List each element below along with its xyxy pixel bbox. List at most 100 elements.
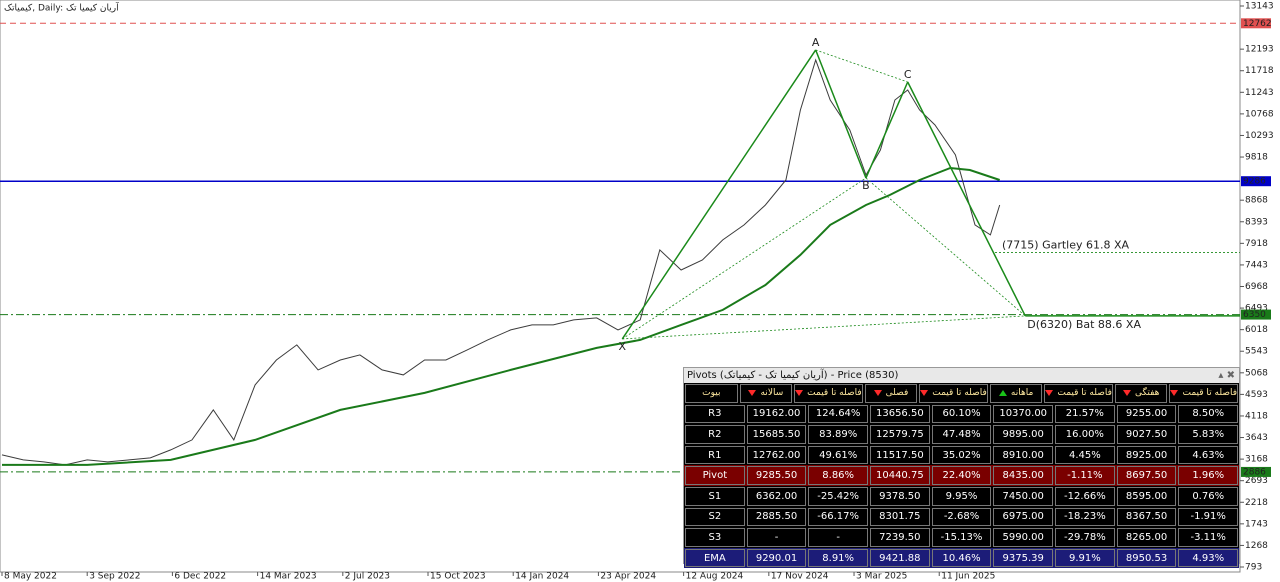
table-cell: 19162.00: [746, 404, 807, 424]
x-tick-label: 23 Apr 2024: [600, 572, 656, 582]
table-cell: 9285.50: [746, 466, 807, 485]
table-cell: -: [808, 528, 869, 547]
table-row: Pivot 9285.50 8.86% 10440.75 22.40% 8435.00 -1…: [684, 465, 1239, 486]
table-row: S3- -7239.50 -15.13% 5990.00 -29.78% 8265.00-…: [684, 527, 1239, 548]
header-text: فاصله تا قیمت: [1057, 388, 1112, 399]
x-tick-label: 6 Dec 2022: [174, 572, 226, 582]
panel-title-text: Pivots (آریان کیمیا تک - کیمیاتک) - Pric…: [687, 370, 899, 381]
table-cell: 9895.00: [993, 425, 1054, 444]
table-cell: -25.42%: [808, 486, 869, 506]
trend-arrow: [1122, 390, 1131, 397]
trend-arrow: [998, 390, 1007, 397]
y-tick-label: 10768: [1245, 109, 1274, 119]
table-row: EMA 9290.01 8.91% 9421.88 10.46% 9375.39 9.91%…: [684, 547, 1239, 569]
y-tick-label: 4118: [1245, 411, 1268, 421]
header-row: بیوت سالانه فاصله تا قیمت فصلی فاصله تا قیمت…: [684, 383, 1239, 404]
table-cell: R3: [685, 404, 745, 424]
table-cell: S3: [685, 528, 745, 547]
table-cell: -29.78%: [1055, 528, 1115, 547]
trend-arrow: [748, 390, 757, 397]
x-tick-label: 8 May 2022: [4, 572, 57, 582]
trend-arrow: [873, 390, 882, 397]
header-cell: فاصله تا قیمت: [919, 384, 988, 403]
table-cell: 9290.01: [746, 548, 807, 568]
table-cell: 8.50%: [1178, 404, 1239, 424]
table-row: R1 12762.00 49.61% 11517.50 35.02% 8910.00 4.4…: [684, 445, 1239, 466]
table-cell: 10440.75: [870, 466, 930, 485]
chart-title: کیمیاتک, Daily: آریان کیمیا تک: [4, 2, 119, 14]
y-tick-label: 4593: [1245, 390, 1268, 400]
x-tick-label: 3 Sep 2022: [89, 572, 140, 582]
y-tick-label: 3168: [1245, 455, 1268, 465]
x-tick-label: 11 Jun 2025: [941, 572, 995, 582]
table-cell: 4.63%: [1178, 445, 1239, 465]
table-cell: 4.45%: [1055, 445, 1115, 465]
header-cell: بیوت: [685, 384, 738, 403]
table-row: S2 2885.50 -66.17% 8301.75 -2.68% 6975.00 -18.…: [684, 507, 1239, 528]
table-cell: 49.61%: [808, 445, 869, 465]
table-cell: 9378.50: [870, 486, 930, 506]
level-tag: [1241, 466, 1271, 477]
gartley-label: (7715) Gartley 61.8 XA: [1002, 239, 1130, 252]
x-tick-label: 15 Oct 2023: [430, 572, 486, 582]
table-cell: -: [746, 528, 807, 547]
header-cell: فصلی: [864, 384, 918, 403]
table-cell: 4.93%: [1178, 548, 1239, 568]
header-cell: فاصله تا قیمت: [794, 384, 863, 403]
x-tick-label: 2 Jul 2023: [345, 572, 390, 582]
level-label: 6350: [1243, 310, 1266, 320]
header-text: فاصله تا قیمت: [932, 388, 987, 399]
y-tick-label: 1268: [1245, 541, 1268, 551]
pattern-label: B: [862, 179, 870, 192]
panel-controls[interactable]: ▴ ✖: [1218, 370, 1235, 381]
y-tick-label: 793: [1245, 563, 1262, 573]
table-cell: 8367.50: [1116, 507, 1177, 527]
table-cell: 9421.88: [870, 548, 930, 568]
table-cell: 10.46%: [931, 548, 992, 568]
table-cell: 8950.53: [1116, 548, 1177, 568]
table-cell: -12.66%: [1055, 486, 1115, 506]
pattern-label: C: [904, 68, 912, 81]
table-cell: -1.91%: [1178, 507, 1239, 527]
table-cell: 8697.50: [1116, 466, 1177, 485]
table-cell: 0.76%: [1178, 486, 1239, 506]
table-cell: 9.95%: [931, 486, 992, 506]
pattern-leg: [621, 49, 817, 340]
pattern-label: X: [619, 340, 627, 353]
table-cell: 5.83%: [1178, 425, 1239, 444]
y-tick-label: 6018: [1245, 325, 1268, 335]
header-text: هفتگی: [1134, 388, 1160, 399]
level-label: 2886: [1243, 467, 1266, 477]
table-cell: R1: [685, 445, 745, 465]
y-tick-label: 2218: [1245, 498, 1268, 508]
trend-arrow: [1045, 390, 1054, 397]
table-cell: -1.11%: [1055, 466, 1115, 485]
panel-title: Pivots (آریان کیمیا تک - کیمیاتک) - Pric…: [684, 368, 1239, 383]
x-tick-label: 14 Mar 2023: [260, 572, 317, 582]
pattern-leg: [865, 81, 909, 179]
pattern-dotted: [865, 177, 1026, 317]
x-tick-label: 3 Mar 2025: [856, 572, 907, 582]
table-cell: 2885.50: [746, 507, 807, 527]
table-cell: 47.48%: [931, 425, 992, 444]
table-cell: -18.23%: [1055, 507, 1115, 527]
table-cell: 9027.50: [1116, 425, 1177, 444]
table-row: S1 6362.00 -25.42% 9378.50 9.95% 7450.00 -12.6…: [684, 486, 1239, 507]
header-text: ماهانه: [1010, 388, 1034, 399]
y-tick-label: 7918: [1245, 239, 1268, 249]
table-cell: 7239.50: [870, 528, 930, 547]
pattern-label: D(6320) Bat 88.6 XA: [1027, 318, 1141, 331]
table-cell: 35.02%: [931, 445, 992, 465]
header-text: سالانه: [760, 388, 784, 399]
y-tick-label: 11243: [1245, 88, 1274, 98]
table-cell: 12579.75: [870, 425, 930, 444]
level-label: 9286: [1243, 177, 1266, 187]
header-cell: هفتگی: [1114, 384, 1168, 403]
y-tick-label: 5068: [1245, 368, 1268, 378]
y-tick-label: 12193: [1245, 45, 1274, 55]
table-cell: -15.13%: [931, 528, 992, 547]
x-tick-label: 17 Nov 2024: [771, 572, 829, 582]
header-text: فصلی: [885, 388, 909, 399]
pivots-panel: Pivots (آریان کیمیا تک - کیمیاتک) - Pric…: [683, 367, 1240, 569]
